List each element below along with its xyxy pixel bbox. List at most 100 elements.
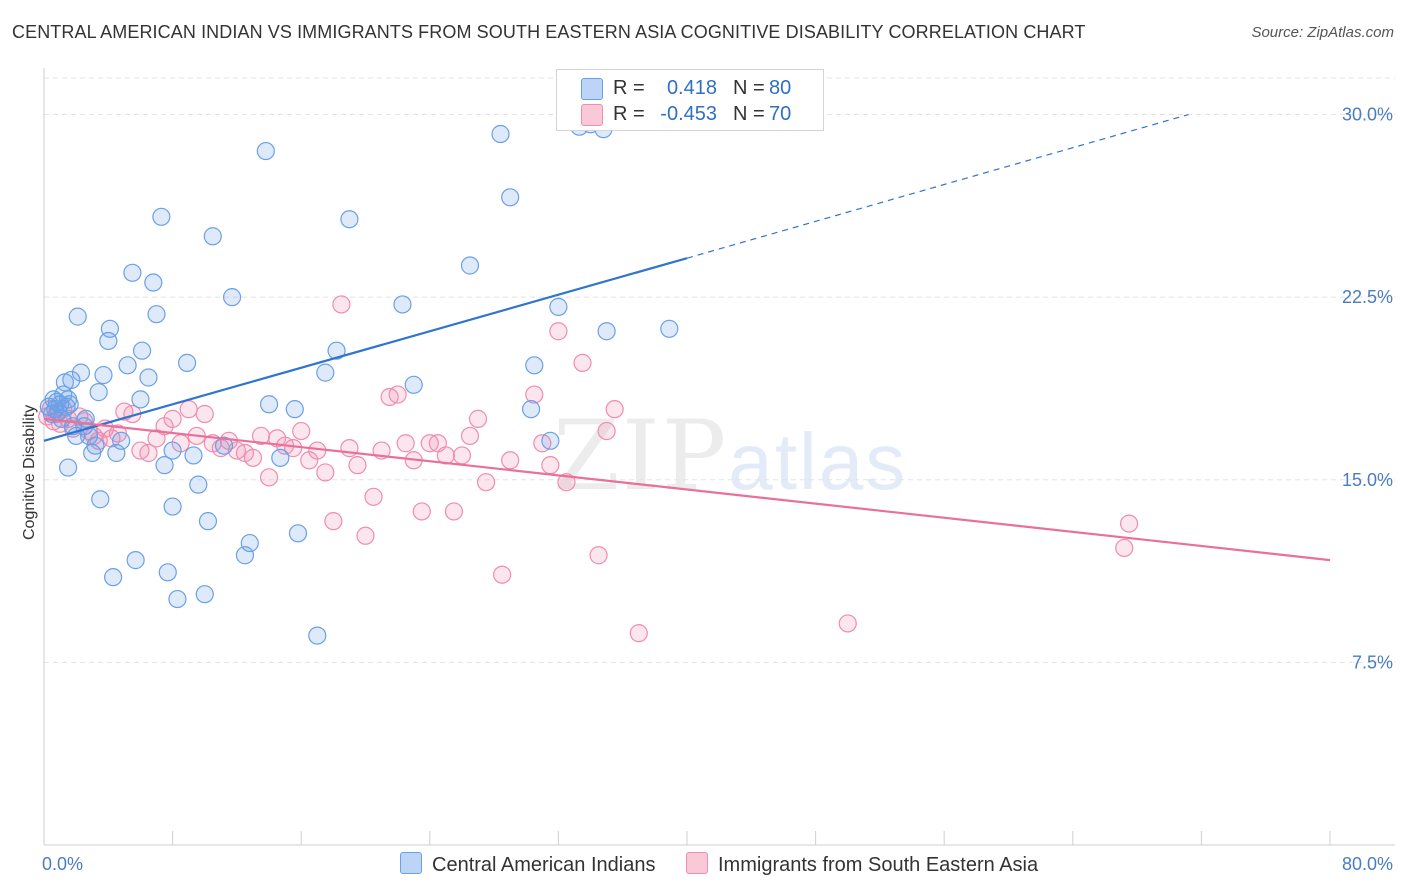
data-point-central-american bbox=[491, 124, 510, 144]
data-point-immigrants bbox=[501, 451, 520, 470]
n-label: N = bbox=[733, 103, 765, 125]
data-point-central-american bbox=[460, 256, 480, 275]
data-point-immigrants bbox=[468, 409, 488, 428]
data-point-central-american bbox=[57, 397, 76, 416]
trend-lines bbox=[43, 113, 1331, 562]
source-credit: Source: ZipAtlas.com bbox=[1251, 24, 1394, 41]
series-immigrants-points bbox=[38, 295, 1139, 643]
data-point-immigrants bbox=[1115, 538, 1134, 558]
data-point-central-american bbox=[89, 383, 108, 402]
legend-swatch-pink bbox=[686, 852, 708, 874]
r-value: 0.418 bbox=[666, 77, 717, 99]
data-point-immigrants bbox=[629, 624, 648, 643]
data-point-immigrants bbox=[460, 426, 480, 446]
y-axis-label: Cognitive Disability bbox=[21, 405, 38, 540]
data-point-central-american bbox=[71, 363, 91, 382]
data-point-immigrants bbox=[557, 473, 576, 492]
data-point-central-american bbox=[91, 490, 110, 509]
data-point-immigrants bbox=[243, 448, 263, 467]
gridlines bbox=[44, 77, 1395, 663]
r-label: R = bbox=[613, 103, 645, 125]
y-tick-label: 30.0% bbox=[1342, 105, 1393, 125]
data-point-immigrants bbox=[332, 295, 351, 314]
data-point-immigrants bbox=[573, 353, 592, 372]
legend-row-series2: R = -0.453 N = 70 bbox=[557, 101, 823, 127]
data-point-immigrants bbox=[597, 421, 616, 441]
data-point-central-american bbox=[184, 446, 203, 465]
data-point-central-american bbox=[123, 263, 142, 282]
data-point-central-american bbox=[549, 297, 568, 316]
data-point-central-american bbox=[177, 353, 197, 372]
legend-label-series1: Central American Indians bbox=[432, 854, 656, 876]
data-point-central-american bbox=[404, 375, 423, 394]
data-point-immigrants bbox=[838, 614, 857, 633]
data-point-immigrants bbox=[259, 468, 279, 487]
data-point-central-american bbox=[214, 436, 234, 455]
data-point-central-american bbox=[104, 568, 123, 587]
data-point-immigrants bbox=[348, 456, 367, 475]
data-point-central-american bbox=[144, 273, 163, 292]
data-point-central-american bbox=[62, 370, 81, 390]
data-point-central-american bbox=[240, 533, 259, 553]
data-point-central-american bbox=[86, 436, 105, 455]
data-point-central-american bbox=[163, 497, 182, 516]
data-point-central-american bbox=[198, 512, 218, 531]
data-point-immigrants bbox=[412, 502, 431, 521]
watermark-atlas: atlas bbox=[728, 417, 908, 506]
x-tick-label: 80.0% bbox=[1342, 854, 1393, 874]
r-label: R = bbox=[613, 77, 645, 99]
data-point-central-american bbox=[147, 305, 166, 324]
n-value: 70 bbox=[769, 103, 792, 125]
data-point-central-american bbox=[100, 319, 120, 338]
data-point-central-american bbox=[158, 563, 177, 582]
y-tick-label: 22.5% bbox=[1342, 287, 1393, 307]
data-point-immigrants bbox=[476, 473, 496, 492]
data-point-central-american bbox=[501, 188, 520, 207]
y-tick-label: 15.0% bbox=[1342, 470, 1393, 490]
data-point-central-american bbox=[60, 395, 79, 414]
data-point-central-american bbox=[155, 456, 174, 475]
data-point-central-american bbox=[541, 431, 560, 450]
data-point-central-american bbox=[340, 210, 359, 229]
data-point-immigrants bbox=[388, 385, 407, 404]
data-point-central-american bbox=[163, 441, 182, 460]
data-point-central-american bbox=[195, 585, 214, 604]
data-point-central-american bbox=[126, 551, 145, 570]
data-point-immigrants bbox=[364, 487, 383, 506]
data-point-central-american bbox=[597, 322, 616, 341]
legend-label-series2: Immigrants from South Eastern Asia bbox=[718, 854, 1039, 876]
data-point-central-american bbox=[525, 356, 544, 375]
data-point-central-american bbox=[660, 319, 679, 338]
legend-item-immigrants[interactable]: Immigrants from South Eastern Asia bbox=[686, 852, 1038, 877]
legend-item-central-american[interactable]: Central American Indians bbox=[400, 852, 655, 877]
data-point-central-american bbox=[131, 390, 150, 409]
data-point-immigrants bbox=[324, 512, 343, 531]
data-point-central-american bbox=[152, 207, 171, 226]
trend-line-extension bbox=[686, 113, 1189, 259]
data-point-immigrants bbox=[179, 400, 198, 419]
data-point-immigrants bbox=[605, 400, 624, 419]
y-tick-label: 7.5% bbox=[1352, 652, 1393, 672]
data-point-immigrants bbox=[139, 443, 158, 463]
watermark-zip: ZIP bbox=[553, 400, 729, 512]
tick-labels: 7.5% 15.0% 22.5% 30.0% 0.0% 80.0% bbox=[42, 105, 1393, 874]
n-label: N = bbox=[733, 77, 765, 99]
watermark: ZIPatlas bbox=[553, 400, 907, 512]
trend-line-immigrants bbox=[43, 417, 1331, 562]
data-point-central-american bbox=[118, 356, 137, 375]
data-point-immigrants bbox=[1119, 514, 1139, 533]
chart-title: CENTRAL AMERICAN INDIAN VS IMMIGRANTS FR… bbox=[12, 22, 1086, 42]
data-point-central-american bbox=[316, 363, 335, 382]
data-point-central-american bbox=[94, 365, 113, 385]
r-value: -0.453 bbox=[660, 103, 717, 125]
data-point-central-american bbox=[222, 288, 242, 307]
data-point-central-american bbox=[521, 400, 541, 419]
legend-swatch-blue bbox=[581, 78, 603, 100]
data-point-central-american bbox=[308, 626, 327, 645]
data-point-central-american bbox=[288, 524, 308, 543]
data-point-central-american bbox=[139, 368, 158, 387]
data-point-central-american bbox=[59, 458, 78, 477]
trend-line-central-american bbox=[43, 257, 688, 442]
data-point-immigrants bbox=[356, 526, 375, 545]
